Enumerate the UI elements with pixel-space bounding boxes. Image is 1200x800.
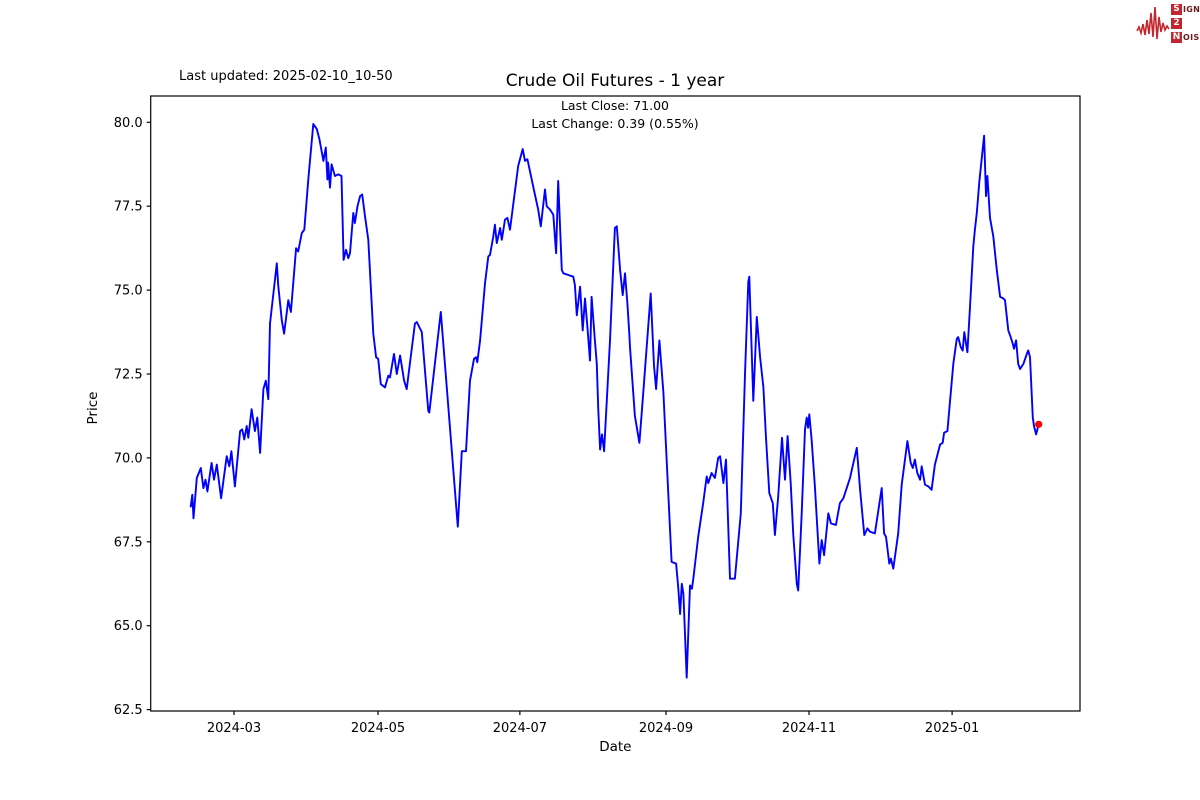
y-tick-label: 67.5 — [114, 535, 143, 550]
logo-2-square: 2 — [1171, 18, 1182, 29]
plot-border — [150, 95, 1081, 712]
signal2noise-logo: S IGNAL 2 N OISE — [1136, 3, 1200, 44]
logo-noise-rest: OISE — [1183, 33, 1200, 42]
x-tick-label: 2024-03 — [207, 721, 261, 736]
logo-row-signal: S IGNAL — [1171, 3, 1200, 16]
logo-s-square: S — [1171, 4, 1182, 15]
x-tick-label: 2025-01 — [925, 721, 979, 736]
last-change-text: Last Change: 0.39 (0.55%) — [531, 116, 699, 131]
y-tick-label: 65.0 — [114, 619, 143, 634]
x-tick-label: 2024-07 — [493, 721, 547, 736]
y-tick-label: 77.5 — [114, 200, 143, 215]
y-tick-label: 72.5 — [114, 368, 143, 383]
y-axis-label: Price — [85, 392, 101, 425]
x-tick-label: 2024-11 — [782, 721, 836, 736]
last-close-text: Last Close: 71.00 — [560, 98, 670, 113]
x-axis-label: Date — [599, 739, 631, 755]
y-tick-label: 75.0 — [114, 284, 143, 299]
chart-title: Crude Oil Futures - 1 year — [505, 71, 725, 91]
y-tick-label: 80.0 — [114, 116, 143, 131]
y-tick-label: 70.0 — [114, 451, 143, 466]
logo-row-two: 2 — [1171, 17, 1200, 30]
last-price-marker — [1035, 420, 1043, 428]
y-tick-label: 62.5 — [114, 703, 143, 718]
x-tick-label: 2024-09 — [639, 721, 693, 736]
logo-n-square: N — [1171, 32, 1182, 43]
logo-waveform-icon — [1136, 6, 1170, 39]
logo-row-noise: N OISE — [1171, 31, 1200, 44]
logo-signal-rest: IGNAL — [1183, 5, 1200, 14]
price-line — [189, 123, 1040, 679]
last-updated-text: Last updated: 2025-02-10_10-50 — [179, 69, 393, 84]
x-tick-label: 2024-05 — [351, 721, 405, 736]
logo-text: S IGNAL 2 N OISE — [1171, 3, 1200, 44]
